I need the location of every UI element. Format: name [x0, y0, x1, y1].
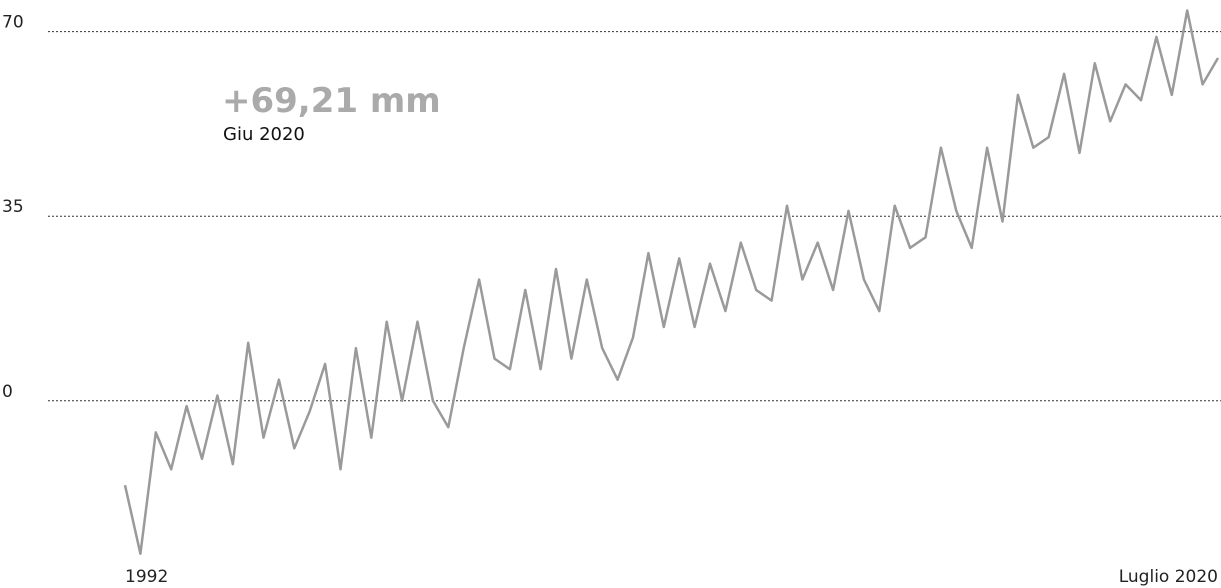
y-tick-label: 70 [2, 13, 24, 33]
data-line [123, 9, 1220, 555]
y-tick-label: 35 [2, 197, 24, 217]
x-tick-label: 1992 [125, 567, 168, 587]
x-tick-label: Luglio 2020 [1119, 567, 1218, 587]
y-tick-label: 0 [2, 382, 13, 402]
annotation-date: Giu 2020 [223, 124, 305, 145]
annotation-value: +69,21 mm [222, 81, 441, 121]
